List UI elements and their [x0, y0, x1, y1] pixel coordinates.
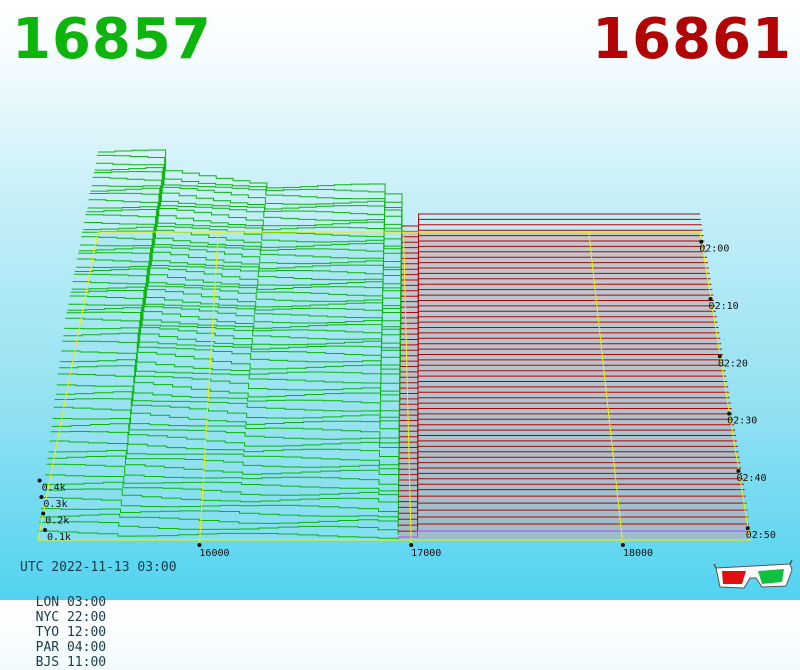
price-tick-label: 16000 [199, 548, 229, 559]
clock-nyc: NYC 22:00 [36, 610, 106, 625]
time-tick-label: 02:20 [718, 358, 748, 369]
time-tick-label: 02:40 [736, 473, 766, 484]
depth-fills [38, 232, 750, 540]
time-tick-label: 02:10 [709, 301, 739, 312]
time-tick-label: 02:30 [727, 416, 757, 427]
clock-lon: LON 03:00 [36, 595, 106, 610]
depth-chart-3d: 16000 17000 18000 02:00 02:10 02:20 02:30 02:40… [0, 0, 800, 560]
time-tick-label: 02:50 [746, 530, 776, 541]
volume-tick-label: 0.4k [42, 483, 66, 494]
bid-depth-line [97, 155, 402, 237]
ask-depth-line [402, 214, 700, 226]
clock-tyo: TYO 12:00 [36, 625, 106, 640]
utc-timestamp: UTC 2022-11-13 03:00 [20, 560, 177, 575]
clock-par: PAR 04:00 [36, 640, 106, 655]
volume-tick-label: 0.3k [43, 499, 67, 510]
price-tick-mark [621, 543, 625, 547]
price-tick-label: 18000 [623, 548, 653, 559]
time-tick-label: 02:00 [699, 244, 729, 255]
world-clocks: LON 03:00 NYC 22:00 TYO 12:00 PAR 04:00 … [20, 580, 134, 670]
ask-depth-line [402, 219, 701, 231]
ask-floor [398, 232, 750, 540]
price-tick-mark [409, 543, 413, 547]
price-tick-label: 17000 [411, 548, 441, 559]
price-tick-mark [197, 543, 201, 547]
3d-glasses-icon[interactable] [712, 560, 794, 592]
volume-tick-label: 0.2k [45, 516, 69, 527]
clock-bjs: BJS 11:00 [36, 655, 106, 670]
volume-tick-label: 0.1k [47, 532, 71, 543]
